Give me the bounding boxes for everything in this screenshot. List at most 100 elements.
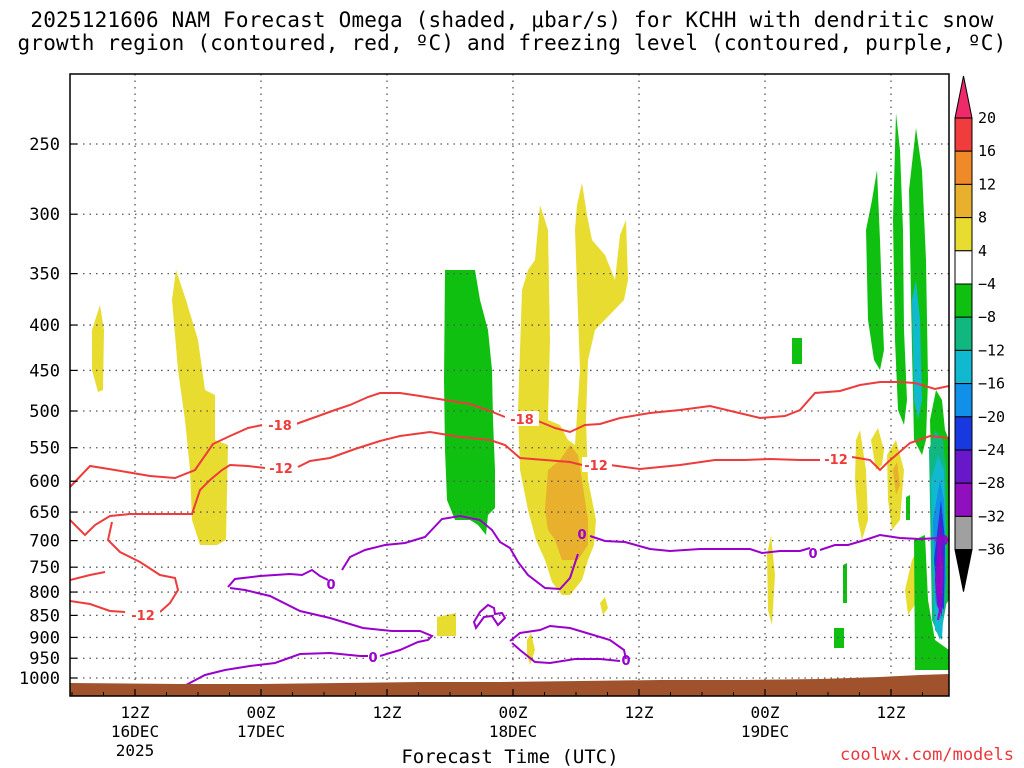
- omega-shade-negative-2: [792, 338, 802, 364]
- colorbar-segment: [954, 349, 973, 385]
- colorbar-segment: [954, 250, 973, 285]
- colorbar-label: −24: [978, 441, 1005, 459]
- x-tick-label: 00Z: [499, 703, 528, 722]
- omega-shading: [92, 113, 949, 670]
- colorbar-segment: [954, 283, 973, 318]
- colorbar-label: −4: [978, 275, 996, 293]
- x-tick-label: 19DEC: [741, 722, 789, 741]
- dgz-label-1: -18: [268, 419, 292, 434]
- terrain-ground: [70, 674, 949, 696]
- label-bg: [582, 457, 612, 472]
- omega-shade-positive-2: [172, 270, 228, 545]
- colorbar-label: 8: [978, 209, 987, 227]
- colorbar-label: −28: [978, 474, 1005, 492]
- omega-shade-negative-1: [444, 270, 495, 535]
- freezing-label-3: 0: [577, 528, 586, 543]
- x-tick-label: 18DEC: [489, 722, 537, 741]
- colorbar-segment: [954, 183, 973, 219]
- omega-shade-negative-6: [893, 113, 907, 425]
- colorbar-label: 12: [978, 175, 996, 193]
- colorbar-label: −20: [978, 408, 1005, 426]
- y-tick-label: 600: [29, 472, 60, 492]
- colorbar-label: −36: [978, 541, 1005, 559]
- omega-shade-positive-5: [600, 597, 608, 615]
- omega-shade-positive-1: [92, 305, 104, 392]
- freezing-label-2: 0: [368, 651, 377, 666]
- label-bg: [126, 607, 160, 622]
- colorbar-label: 4: [978, 242, 987, 260]
- colorbar-bottom-arrow: [954, 549, 973, 592]
- x-tick-label: 00Z: [751, 703, 780, 722]
- freezing-label-6: 0: [939, 534, 948, 549]
- dgz-contours: [70, 381, 949, 613]
- y-tick-label: 350: [29, 265, 60, 285]
- colorbar-segment: [954, 482, 973, 517]
- y-tick-label: 500: [29, 402, 60, 422]
- y-tick-label: 800: [29, 583, 60, 603]
- x-tick-label: 2025: [116, 741, 155, 760]
- dgz-contour-minus18: [70, 381, 949, 488]
- dgz-label-3: -18: [510, 413, 534, 428]
- freezing-label-4: 0: [621, 654, 630, 669]
- credit-link[interactable]: coolwx.com/models: [840, 745, 1014, 765]
- x-tick-label: 12Z: [373, 703, 402, 722]
- x-tick-label: 12Z: [877, 703, 906, 722]
- omega-shade-positive-9: [871, 428, 884, 470]
- dgz-contour-minus12: [70, 430, 949, 613]
- y-tick-label: 900: [29, 628, 60, 648]
- dgz-label-2: -12: [269, 462, 293, 477]
- omega-shade-negative-9: [914, 535, 949, 670]
- colorbar-segment: [954, 515, 973, 551]
- contour-labels: -18 -12 -18 -12 -12 -12 0 0 0 0 0 0: [126, 411, 949, 669]
- plot-frame: [69, 73, 950, 697]
- chart-title-line-2: growth region (contoured, red, ºC) and f…: [17, 31, 1007, 55]
- colorbar-top-arrow: [954, 75, 973, 119]
- dgz-label-4: -12: [584, 459, 608, 474]
- y-tick-label: 400: [29, 316, 60, 336]
- y-tick-label: 700: [29, 532, 60, 552]
- y-tick-label: 650: [29, 503, 60, 523]
- omega-shade-orange-1: [545, 445, 588, 560]
- y-tick-label: 450: [29, 361, 60, 381]
- omega-shade-negative-3: [843, 563, 847, 603]
- colorbar-label: 20: [978, 109, 996, 127]
- omega-shade-orange-2: [893, 462, 900, 495]
- freezing-label-1: 0: [326, 578, 335, 593]
- colorbar-segment: [954, 449, 973, 484]
- colorbar-label: −8: [978, 308, 996, 326]
- colorbar-segment: [954, 117, 973, 152]
- x-tick-label: 12Z: [625, 703, 654, 722]
- dgz-label-5: -12: [824, 453, 848, 468]
- label-bg: [265, 460, 297, 475]
- omega-shade-positive-4: [437, 613, 456, 636]
- label-bg: [263, 417, 297, 432]
- x-axis-title: Forecast Time (UTC): [401, 746, 619, 768]
- omega-shade-positive-8: [855, 430, 868, 540]
- label-bg: [820, 451, 852, 466]
- freezing-contour-right: [937, 539, 942, 621]
- freezing-contour-lower: [185, 587, 627, 686]
- omega-shade-positive-3: [518, 183, 628, 595]
- y-tick-label: 950: [29, 649, 60, 669]
- dgz-label-6: -12: [131, 609, 155, 624]
- colorbar: 20 16 12 8 4 −4 −8 −12 −16 −20 −24 −28 −32 −36: [954, 75, 1005, 592]
- x-tick-label: 17DEC: [237, 722, 285, 741]
- freezing-contour-upper: [227, 514, 949, 591]
- x-tick-label: 12Z: [121, 703, 150, 722]
- colorbar-segment: [954, 217, 973, 252]
- x-tick-label: 16DEC: [111, 722, 159, 741]
- colorbar-label: 16: [978, 142, 996, 160]
- y-tick-label: 850: [29, 606, 60, 626]
- freezing-contours: [185, 514, 949, 686]
- y-tick-label: 1000: [19, 669, 60, 689]
- colorbar-label: −32: [978, 507, 1005, 525]
- label-bg: [505, 411, 539, 426]
- colorbar-label: −16: [978, 375, 1005, 393]
- colorbar-label: −12: [978, 341, 1005, 359]
- omega-shade-negative-8: [906, 495, 910, 520]
- chart-title-line-1: 2025121606 NAM Forecast Omega (shaded, μ…: [30, 8, 994, 32]
- omega-shade-negative-4: [834, 628, 844, 648]
- colorbar-segment: [954, 416, 973, 451]
- colorbar-segment: [954, 383, 973, 418]
